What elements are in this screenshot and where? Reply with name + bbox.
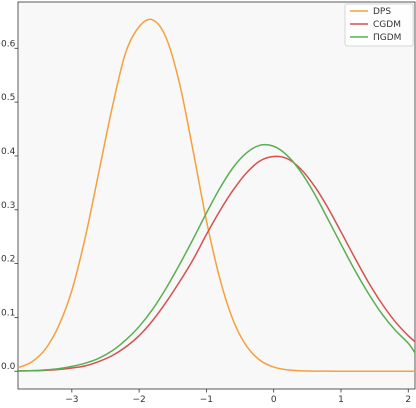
- x-tick-label: −3: [65, 395, 78, 405]
- legend-label: CGDM: [373, 20, 401, 30]
- x-tick-label: −1: [200, 395, 213, 405]
- y-tick-label: 0.3: [1, 201, 15, 211]
- series-line-2: [17, 143, 416, 372]
- x-axis: −3 −2 −1 0 1 2: [65, 389, 411, 405]
- y-tick-label: 0.4: [1, 147, 16, 157]
- y-tick-label: 0.0: [1, 362, 16, 372]
- y-tick-label: 0.2: [1, 255, 15, 265]
- x-tick-label: 2: [405, 395, 411, 405]
- x-tick-label: −2: [132, 395, 145, 405]
- legend-items: DPS CGDM ΠGDM: [350, 7, 401, 43]
- legend-label: DPS: [373, 7, 391, 17]
- y-axis: 0.0 0.1 0.2 0.3 0.4 0.5 0.6: [1, 39, 18, 372]
- y-tick-label: 0.1: [1, 308, 15, 318]
- legend: DPS CGDM ΠGDM: [344, 3, 414, 47]
- series-line-1: [17, 155, 416, 372]
- series-layer: [17, 18, 416, 372]
- y-tick-label: 0.6: [1, 39, 16, 49]
- legend-label: ΠGDM: [373, 33, 401, 43]
- x-tick-label: 0: [271, 395, 277, 405]
- series-line-0: [17, 18, 415, 372]
- legend-box: [344, 3, 414, 47]
- y-tick-label: 0.5: [1, 93, 15, 103]
- x-tick-label: 1: [338, 395, 344, 405]
